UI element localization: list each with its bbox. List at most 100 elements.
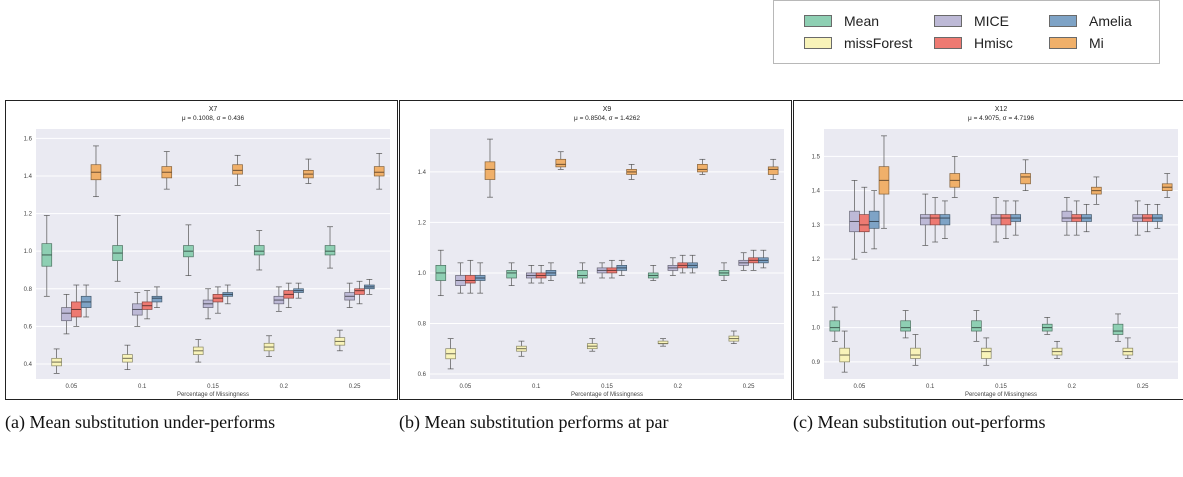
box bbox=[354, 288, 365, 295]
boxplot-chart-x9: 0.6 0.8 1.0 1.2 1.4 X9 μ = 0.8504, σ = 1.4262 0… bbox=[418, 106, 784, 398]
box bbox=[900, 320, 911, 332]
y-tick-label: 0.6 bbox=[418, 372, 427, 378]
chart-title: X7 bbox=[209, 106, 218, 113]
box bbox=[373, 166, 385, 177]
legend-swatch-mean bbox=[804, 15, 832, 27]
y-tick-label: 1.6 bbox=[24, 136, 33, 142]
legend-item-hmisc: Hmisc bbox=[934, 35, 1013, 51]
box bbox=[868, 210, 880, 229]
box bbox=[980, 347, 992, 359]
box bbox=[577, 270, 588, 279]
x-tick-label: 0.25 bbox=[743, 384, 755, 390]
x-tick-label: 0.15 bbox=[207, 384, 219, 390]
y-tick-label: 1.1 bbox=[812, 291, 821, 297]
y-tick-label: 0.6 bbox=[24, 324, 33, 330]
x-tick-label: 0.05 bbox=[66, 384, 78, 390]
box bbox=[232, 164, 243, 175]
legend-label-amelia: Amelia bbox=[1089, 13, 1132, 29]
caption-a-letter: (a) bbox=[5, 412, 25, 432]
box bbox=[697, 164, 708, 173]
box bbox=[151, 295, 163, 303]
y-tick-label: 1.0 bbox=[418, 271, 427, 277]
y-tick-label: 1.4 bbox=[812, 189, 821, 195]
legend-label-mice: MICE bbox=[974, 13, 1009, 29]
caption-b-text: Mean substitution performs at par bbox=[424, 412, 669, 432]
caption-c-letter: (c) bbox=[793, 412, 813, 432]
legend-item-mean: Mean bbox=[804, 13, 879, 29]
box bbox=[253, 245, 265, 256]
x-axis-label: Percentage of Missingness bbox=[571, 392, 643, 398]
box bbox=[939, 214, 951, 226]
y-tick-label: 0.8 bbox=[418, 321, 427, 327]
legend-swatch-missforest bbox=[804, 37, 832, 49]
chart-subtitle: μ = 0.8504, σ = 1.4262 bbox=[574, 115, 640, 122]
y-tick-label: 1.2 bbox=[418, 220, 427, 226]
box bbox=[61, 307, 72, 322]
y-tick-label: 1.4 bbox=[418, 170, 427, 176]
box bbox=[971, 320, 982, 332]
legend-label-mean: Mean bbox=[844, 13, 880, 29]
x-tick-label: 0.15 bbox=[995, 384, 1007, 390]
box bbox=[767, 166, 779, 175]
legend-label-mi: Mi bbox=[1089, 35, 1104, 51]
box bbox=[484, 161, 496, 180]
y-tick-label: 1.5 bbox=[812, 154, 821, 160]
chart-title: X12 bbox=[995, 106, 1008, 113]
box bbox=[929, 214, 941, 226]
x-tick-label: 0.05 bbox=[460, 384, 472, 390]
box bbox=[1020, 173, 1031, 185]
y-tick-label: 1.3 bbox=[812, 223, 821, 229]
legend-swatch-mi bbox=[1049, 37, 1077, 49]
y-tick-label: 0.8 bbox=[24, 287, 33, 293]
chart-panel-a: 0.4 0.6 0.8 1.0 1.2 1.4 1.6 X7 μ = 0.1008, σ = 0… bbox=[5, 100, 398, 400]
x-tick-label: 0.1 bbox=[138, 384, 147, 390]
legend-item-mice: MICE bbox=[934, 13, 1009, 29]
caption-c-text: Mean substitution out-performs bbox=[817, 412, 1046, 432]
legend-item-amelia: Amelia bbox=[1049, 13, 1132, 29]
box bbox=[324, 245, 336, 256]
box bbox=[859, 214, 870, 233]
legend-label-missforest: missForest bbox=[844, 35, 913, 51]
box bbox=[1112, 323, 1124, 335]
x-tick-label: 0.25 bbox=[1137, 384, 1149, 390]
chart-panel-c: 0.9 1.0 1.1 1.2 1.3 1.4 1.5 X12 μ = 4.9075, σ = … bbox=[793, 100, 1183, 400]
y-tick-label: 1.0 bbox=[812, 326, 821, 332]
box bbox=[506, 270, 517, 279]
legend-swatch-hmisc bbox=[934, 37, 962, 49]
x-tick-label: 0.05 bbox=[854, 384, 866, 390]
caption-b: (b) Mean substitution performs at par bbox=[399, 410, 789, 434]
y-tick-label: 1.2 bbox=[24, 212, 33, 218]
box bbox=[1061, 210, 1073, 222]
box bbox=[1000, 214, 1012, 226]
y-tick-label: 0.9 bbox=[812, 360, 821, 366]
chart-title: X9 bbox=[603, 106, 612, 113]
boxplot-chart-x12: 0.9 1.0 1.1 1.2 1.3 1.4 1.5 X12 μ = 4.9075, σ = … bbox=[812, 106, 1178, 398]
caption-b-letter: (b) bbox=[399, 412, 420, 432]
legend-swatch-amelia bbox=[1049, 15, 1077, 27]
plot-area bbox=[430, 129, 784, 379]
legend-swatch-mice bbox=[934, 15, 962, 27]
box bbox=[829, 320, 841, 332]
x-tick-label: 0.1 bbox=[532, 384, 541, 390]
legend-item-mi: Mi bbox=[1049, 35, 1104, 51]
chart-subtitle: μ = 4.9075, σ = 4.7196 bbox=[968, 115, 1034, 122]
legend-label-hmisc: Hmisc bbox=[974, 35, 1013, 51]
legend-item-missforest: missForest bbox=[804, 35, 912, 51]
caption-c: (c) Mean substitution out-performs bbox=[793, 410, 1181, 434]
plot-area bbox=[824, 129, 1178, 379]
caption-a-text: Mean substitution under-performs bbox=[29, 412, 276, 432]
chart-legend: Mean MICE Amelia missForest Hmisc Mi bbox=[773, 0, 1160, 64]
x-tick-label: 0.2 bbox=[280, 384, 289, 390]
y-tick-label: 1.4 bbox=[24, 174, 33, 180]
box bbox=[555, 158, 567, 168]
y-tick-label: 1.2 bbox=[812, 257, 821, 263]
chart-panel-b: 0.6 0.8 1.0 1.2 1.4 X9 μ = 0.8504, σ = 1.4262 0… bbox=[399, 100, 792, 400]
box bbox=[920, 214, 931, 226]
caption-a: (a) Mean substitution under-performs bbox=[5, 410, 397, 434]
x-axis-label: Percentage of Missingness bbox=[177, 392, 249, 398]
box bbox=[990, 214, 1002, 226]
y-tick-label: 1.0 bbox=[24, 249, 33, 255]
box bbox=[465, 275, 476, 284]
x-tick-label: 0.25 bbox=[349, 384, 361, 390]
x-tick-label: 0.15 bbox=[601, 384, 613, 390]
